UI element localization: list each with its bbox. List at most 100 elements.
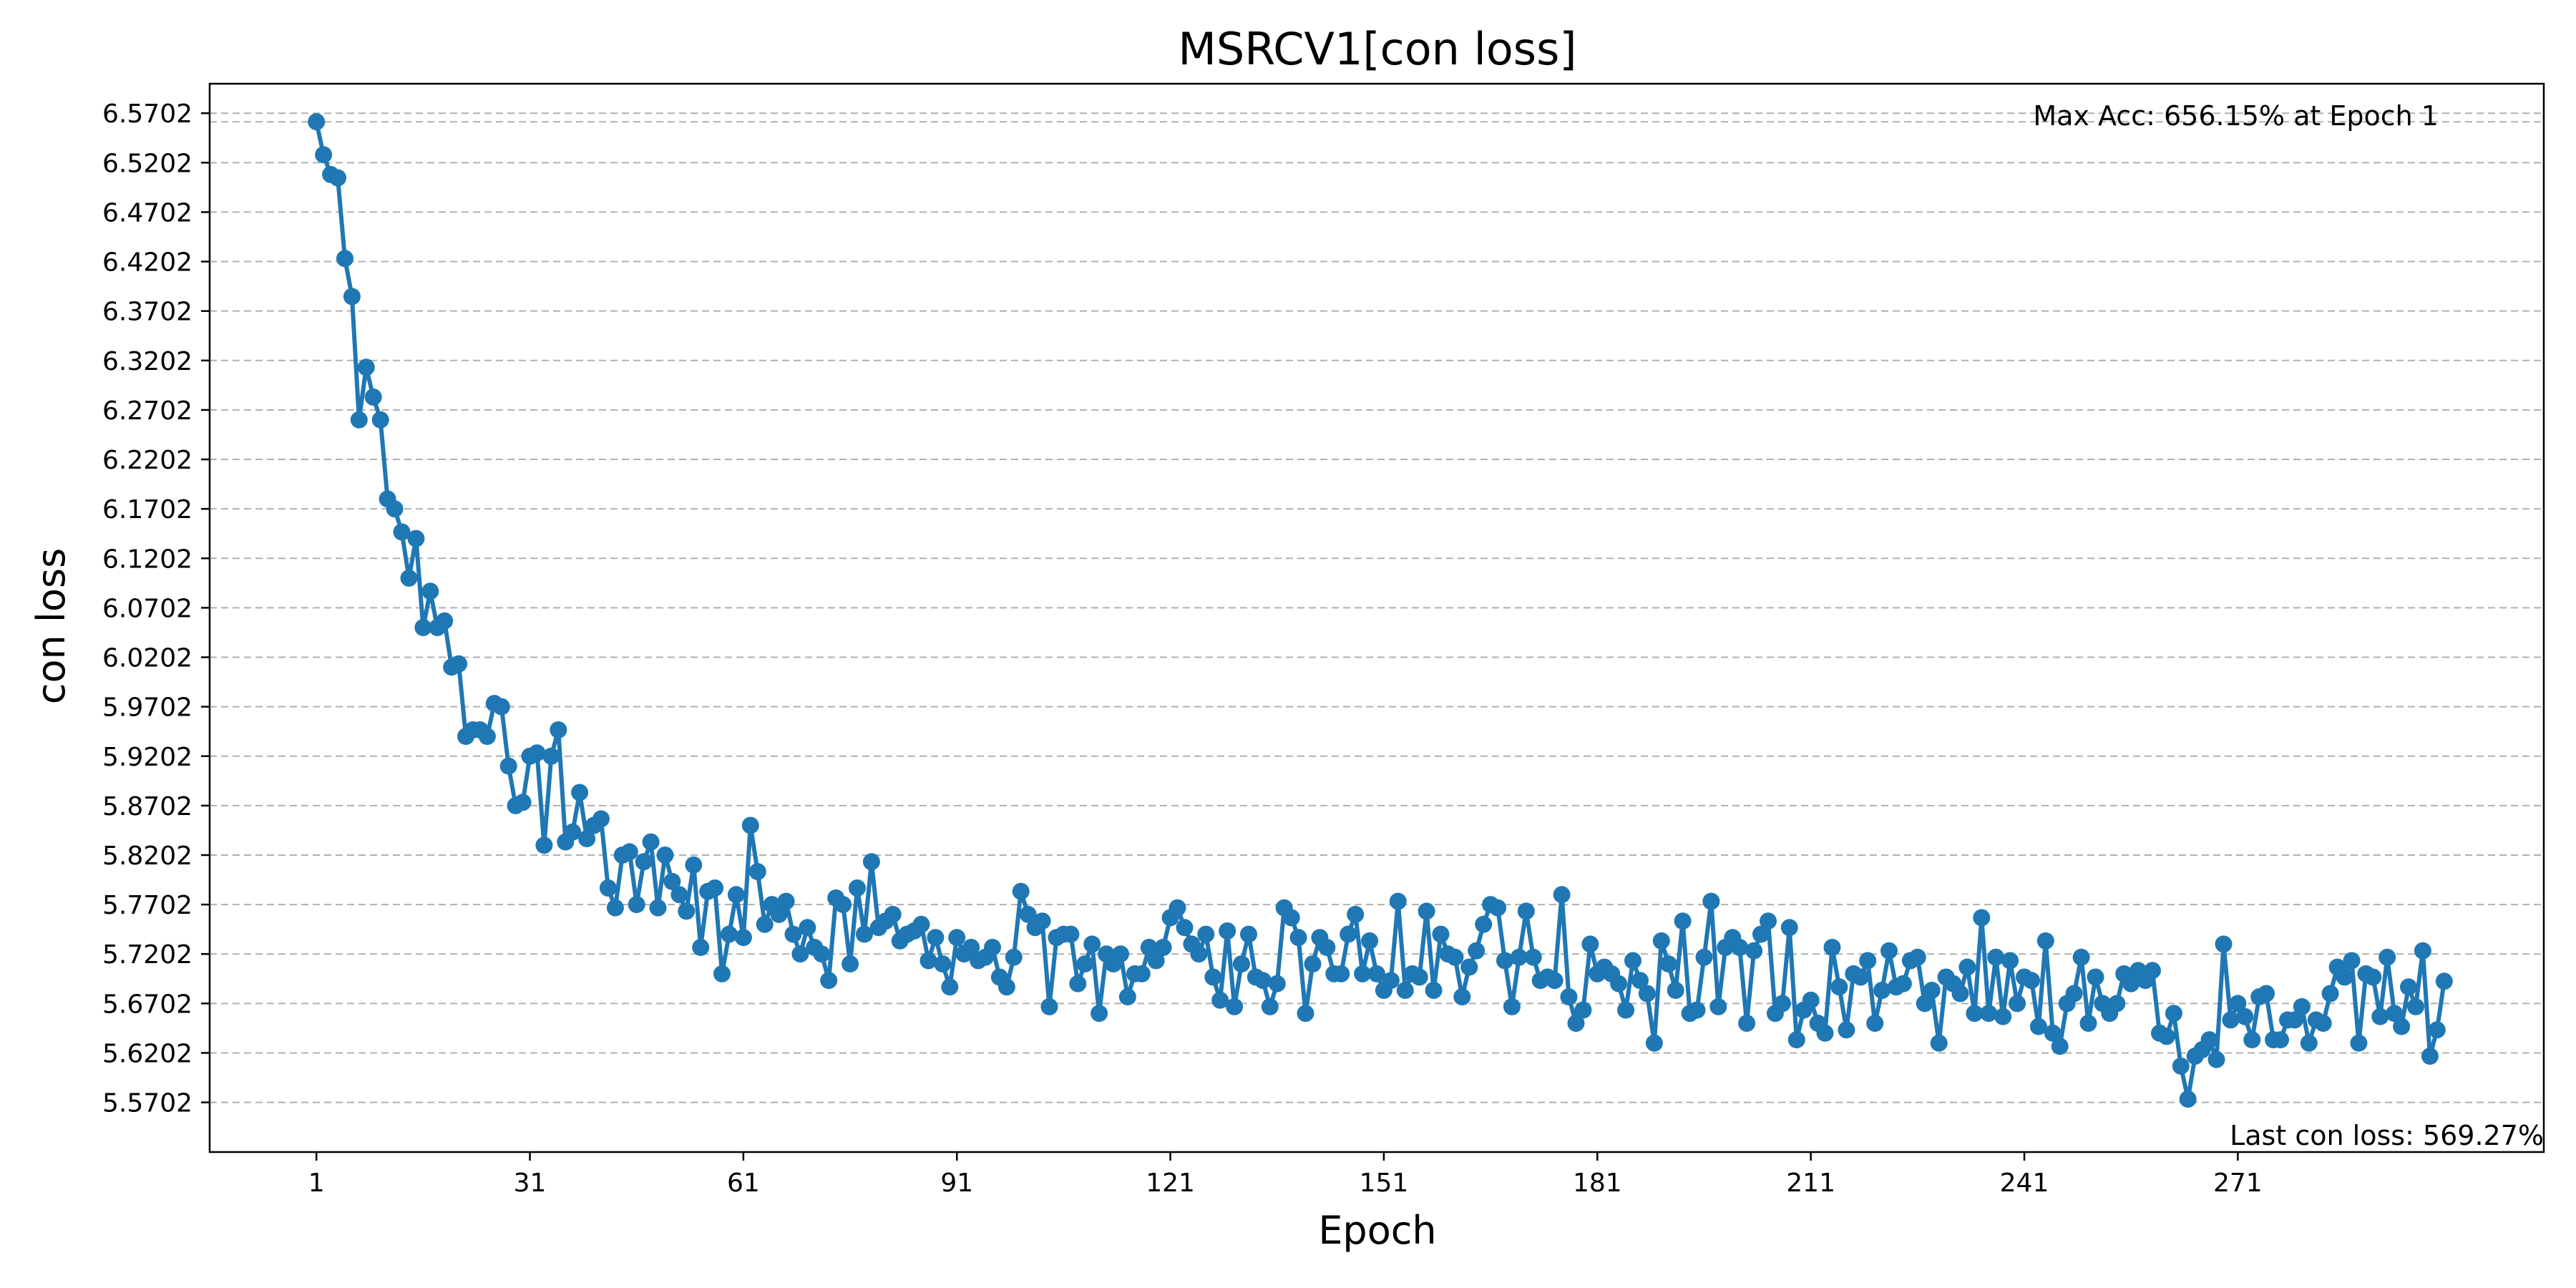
data-point — [371, 411, 389, 429]
data-point — [791, 945, 809, 963]
data-point — [834, 896, 852, 914]
data-point — [1760, 912, 1777, 930]
data-point — [2023, 972, 2040, 990]
data-point — [1496, 952, 1513, 970]
data-point — [820, 972, 838, 990]
data-point — [1567, 1015, 1585, 1032]
data-point — [2364, 968, 2382, 986]
data-point — [849, 879, 866, 897]
data-point — [1503, 997, 1521, 1015]
x-axis-ticks: 1 31 61 91 121 151 181 211 241 271 — [308, 1152, 2263, 1198]
data-point — [1197, 925, 1215, 943]
data-point — [1787, 1031, 1805, 1049]
data-point — [1489, 899, 1507, 917]
data-point — [1802, 991, 1820, 1009]
data-point — [2379, 948, 2396, 966]
data-point — [663, 872, 681, 890]
data-point — [578, 830, 596, 848]
data-point — [635, 853, 653, 871]
data-point — [2072, 948, 2090, 966]
data-point — [1012, 882, 1030, 900]
data-point — [308, 113, 326, 131]
data-point — [1709, 997, 1727, 1015]
data-point — [478, 728, 496, 746]
data-point — [1816, 1024, 1834, 1042]
data-point — [2157, 1028, 2175, 1045]
data-point — [962, 939, 980, 956]
data-point — [784, 925, 802, 943]
data-point — [2285, 1011, 2303, 1029]
data-point — [813, 945, 831, 963]
data-point — [941, 978, 959, 996]
data-point — [436, 612, 454, 630]
y-tick-label: 5.8702 — [102, 792, 192, 821]
data-point — [1546, 972, 1563, 990]
x-tick-label: 91 — [940, 1169, 973, 1198]
data-point — [1581, 935, 1599, 953]
data-point — [1830, 978, 1848, 996]
y-tick-label: 6.4202 — [102, 248, 192, 278]
data-point — [528, 744, 546, 762]
y-tick-label: 6.1202 — [102, 545, 192, 574]
data-point — [2222, 1011, 2240, 1029]
data-point — [2179, 1091, 2197, 1108]
data-point — [2314, 1015, 2332, 1032]
y-tick-label: 6.4702 — [102, 198, 192, 228]
data-point — [1838, 1021, 1855, 1039]
y-tick-label: 6.1702 — [102, 495, 192, 525]
data-point — [1624, 952, 1641, 970]
data-point — [1780, 919, 1798, 937]
y-tick-label: 5.5702 — [102, 1089, 192, 1118]
data-point — [1460, 958, 1478, 976]
x-tick-label: 181 — [1573, 1169, 1622, 1198]
data-point — [1908, 948, 1926, 966]
data-point — [2421, 1048, 2439, 1065]
data-point — [670, 886, 688, 904]
data-point — [620, 843, 638, 861]
data-point — [450, 655, 468, 673]
data-point — [1147, 952, 1165, 970]
data-point — [2009, 995, 2026, 1013]
data-point — [1382, 972, 1400, 990]
y-tick-label: 6.2702 — [102, 396, 192, 426]
data-point — [1190, 945, 1208, 963]
data-point — [1738, 1015, 1756, 1032]
data-point — [713, 965, 731, 982]
data-point — [628, 896, 645, 914]
data-point — [1432, 925, 1450, 943]
data-point — [934, 955, 952, 973]
data-point — [1652, 932, 1670, 950]
data-point — [1631, 972, 1649, 990]
data-point — [1240, 925, 1257, 943]
data-point — [1282, 909, 1300, 927]
data-point — [2229, 995, 2247, 1013]
data-point — [2165, 1005, 2182, 1023]
data-point — [1169, 899, 1186, 917]
data-point — [2272, 1031, 2289, 1049]
data-point — [2343, 952, 2361, 970]
series-line — [314, 121, 2446, 1101]
data-point — [1752, 925, 1770, 943]
grid — [210, 112, 2544, 1103]
data-point — [1667, 982, 1684, 999]
x-axis-label: Epoch — [1318, 1208, 1436, 1253]
data-point — [1702, 892, 1720, 910]
data-point — [642, 833, 660, 851]
data-point — [2400, 978, 2417, 996]
data-point — [2051, 1038, 2069, 1055]
data-point — [400, 569, 418, 587]
y-tick-label: 5.8202 — [102, 841, 192, 871]
data-point — [1916, 995, 1933, 1013]
y-tick-label: 6.2202 — [102, 446, 192, 475]
data-point — [1226, 997, 1244, 1015]
data-point — [350, 411, 368, 429]
data-point — [1453, 988, 1471, 1006]
data-point — [1745, 942, 1763, 960]
y-tick-label: 6.5702 — [102, 99, 192, 129]
y-tick-label: 6.0202 — [102, 644, 192, 673]
y-tick-label: 5.7702 — [102, 891, 192, 920]
series-points — [308, 113, 2453, 1108]
data-point — [1091, 1005, 1108, 1023]
data-point — [2079, 1015, 2097, 1032]
